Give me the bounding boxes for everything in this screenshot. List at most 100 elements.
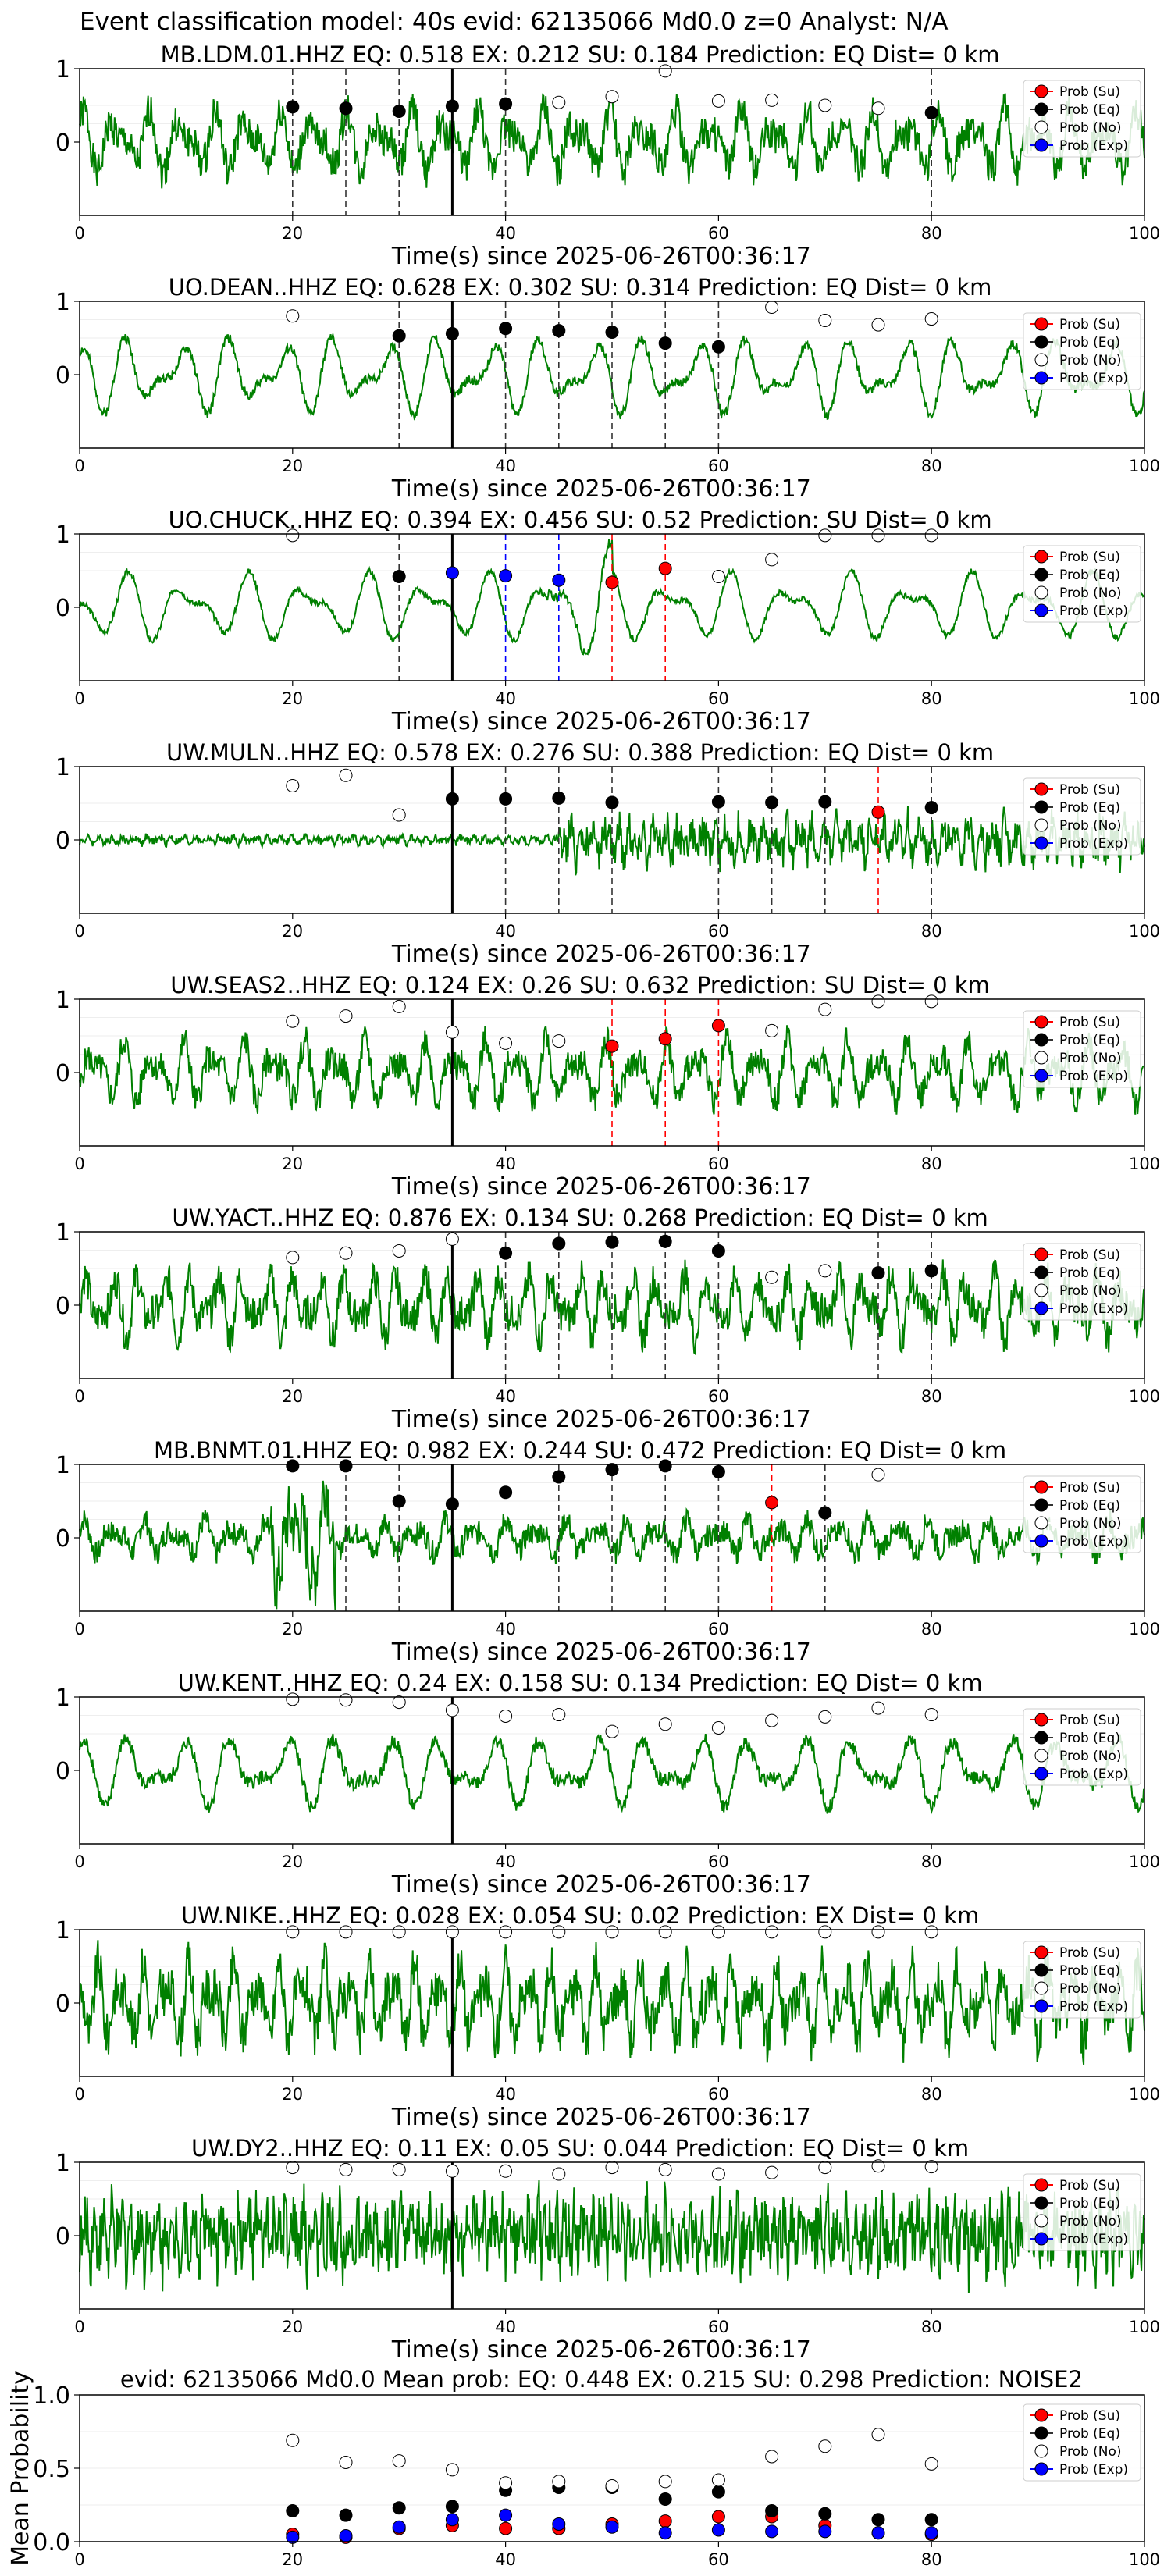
x-tick-label: 100	[1129, 1387, 1160, 1406]
prob-marker-no	[286, 2161, 300, 2175]
x-tick-label: 80	[921, 922, 942, 941]
mean-prob-point-no	[871, 2428, 885, 2442]
legend-marker-eq	[1034, 2196, 1048, 2210]
x-tick-label: 40	[495, 224, 516, 243]
legend-label-su: Prob (Su)	[1059, 782, 1120, 798]
prob-marker-eq	[392, 329, 406, 343]
prob-marker-eq	[552, 324, 566, 338]
mean-prob-point-eq	[445, 2500, 459, 2514]
prob-marker-no	[552, 95, 566, 109]
y-tick-label: 0	[55, 1060, 70, 1087]
prob-marker-no	[286, 1692, 300, 1706]
legend-marker-exp	[1034, 1301, 1048, 1315]
x-tick-label: 100	[1129, 457, 1160, 475]
legend-marker-no	[1034, 120, 1048, 134]
y-tick-label: 1	[55, 521, 70, 549]
legend-label-su: Prob (Su)	[1059, 1945, 1120, 1961]
prob-marker-no	[445, 2164, 459, 2178]
y-tick-label: 0	[55, 2223, 70, 2250]
x-tick-label: 80	[921, 1852, 942, 1871]
prob-marker-no	[924, 2160, 938, 2174]
x-tick-label: 40	[495, 2550, 516, 2569]
x-tick-label: 100	[1129, 1620, 1160, 1638]
waveform-panel: MB.BNMT.01.HHZ EQ: 0.982 EX: 0.244 SU: 0…	[55, 1437, 1160, 1666]
legend-label-eq: Prob (Eq)	[1059, 1963, 1120, 1979]
legend-marker-su	[1034, 550, 1048, 564]
legend-box	[1023, 1708, 1141, 1786]
prob-marker-no	[552, 1708, 566, 1722]
prob-marker-no	[286, 778, 300, 792]
prob-marker-no	[818, 1925, 832, 1939]
prob-marker-no	[286, 309, 300, 323]
y-tick-label: 1	[55, 754, 70, 781]
prob-marker-no	[765, 1925, 779, 1939]
x-axis-label: Time(s) since 2025-06-26T00:36:17	[391, 1173, 811, 1201]
x-axis-label: Time(s) since 2025-06-26T00:36:17	[391, 1871, 811, 1898]
prob-marker-no	[605, 1724, 619, 1738]
prob-marker-no	[658, 1925, 672, 1939]
prob-marker-no	[711, 1925, 725, 1939]
x-tick-label: 100	[1129, 1852, 1160, 1871]
prob-marker-no	[605, 2161, 619, 2175]
prob-marker-no	[499, 2164, 513, 2178]
legend-marker-no	[1034, 1749, 1048, 1763]
mean-prob-point-exp	[924, 2526, 938, 2540]
legend-label-eq: Prob (Eq)	[1059, 1033, 1120, 1048]
prob-marker-no	[286, 528, 300, 543]
prob-marker-eq	[499, 97, 513, 111]
legend-marker-su	[1034, 1247, 1048, 1261]
prob-marker-eq	[711, 340, 725, 354]
prob-marker-eq	[392, 1494, 406, 1508]
prob-marker-eq	[711, 1244, 725, 1258]
x-tick-label: 80	[921, 1387, 942, 1406]
legend-label-exp: Prob (Exp)	[1059, 1999, 1128, 2015]
x-tick-label: 60	[708, 224, 729, 243]
x-tick-label: 0	[74, 1155, 84, 1173]
y-tick-label: 0	[55, 1525, 70, 1553]
legend-marker-exp	[1034, 1069, 1048, 1083]
prob-marker-eq	[711, 1464, 725, 1478]
legend-marker-eq	[1034, 1963, 1048, 1977]
legend-label-eq: Prob (Eq)	[1059, 102, 1120, 118]
mean-prob-point-no	[339, 2455, 353, 2469]
prob-marker-no	[765, 1713, 779, 1727]
panels: MB.LDM.01.HHZ EQ: 0.518 EX: 0.212 SU: 0.…	[7, 41, 1160, 2569]
mean-prob-point-eq	[392, 2501, 406, 2515]
prob-marker-no	[445, 1232, 459, 1246]
legend-label-exp: Prob (Exp)	[1059, 2462, 1128, 2478]
x-tick-label: 40	[495, 457, 516, 475]
legend-label-exp: Prob (Exp)	[1059, 836, 1128, 852]
prob-marker-eq	[765, 795, 779, 809]
panel-title: UO.CHUCK..HHZ EQ: 0.394 EX: 0.456 SU: 0.…	[169, 507, 992, 533]
x-tick-label: 40	[495, 689, 516, 708]
prob-marker-eq	[818, 1506, 832, 1520]
legend-marker-su	[1034, 1480, 1048, 1494]
prob-marker-no	[339, 2162, 353, 2176]
mean-prob-point-no	[445, 2463, 459, 2477]
prob-marker-no	[552, 1925, 566, 1939]
prob-marker-no	[392, 2162, 406, 2176]
mean-prob-point-no	[392, 2454, 406, 2468]
prob-marker-no	[392, 808, 406, 822]
x-axis-label: Time(s) since 2025-06-26T00:36:17	[391, 243, 811, 270]
prob-marker-eq	[339, 101, 353, 116]
prob-marker-eq	[286, 1459, 300, 1473]
prob-marker-no	[339, 1925, 353, 1939]
prob-marker-eq	[605, 1235, 619, 1249]
x-tick-label: 80	[921, 2085, 942, 2104]
legend-label-eq: Prob (Eq)	[1059, 1265, 1120, 1281]
legend-label-no: Prob (No)	[1059, 1749, 1122, 1764]
x-tick-label: 20	[282, 1852, 303, 1871]
legend-label-no: Prob (No)	[1059, 120, 1122, 136]
prob-marker-no	[711, 570, 725, 584]
prob-marker-eq	[711, 795, 725, 809]
x-tick-label: 100	[1129, 922, 1160, 941]
prob-marker-no	[392, 1244, 406, 1258]
legend-label-eq: Prob (Eq)	[1059, 335, 1120, 350]
panel-title: evid: 62135066 Md0.0 Mean prob: EQ: 0.44…	[120, 2366, 1083, 2393]
prob-marker-eq	[445, 99, 459, 113]
legend-marker-su	[1034, 2408, 1048, 2422]
legend-label-su: Prob (Su)	[1059, 2178, 1120, 2194]
prob-marker-eq	[499, 1485, 513, 1500]
prob-marker-no	[765, 553, 779, 567]
